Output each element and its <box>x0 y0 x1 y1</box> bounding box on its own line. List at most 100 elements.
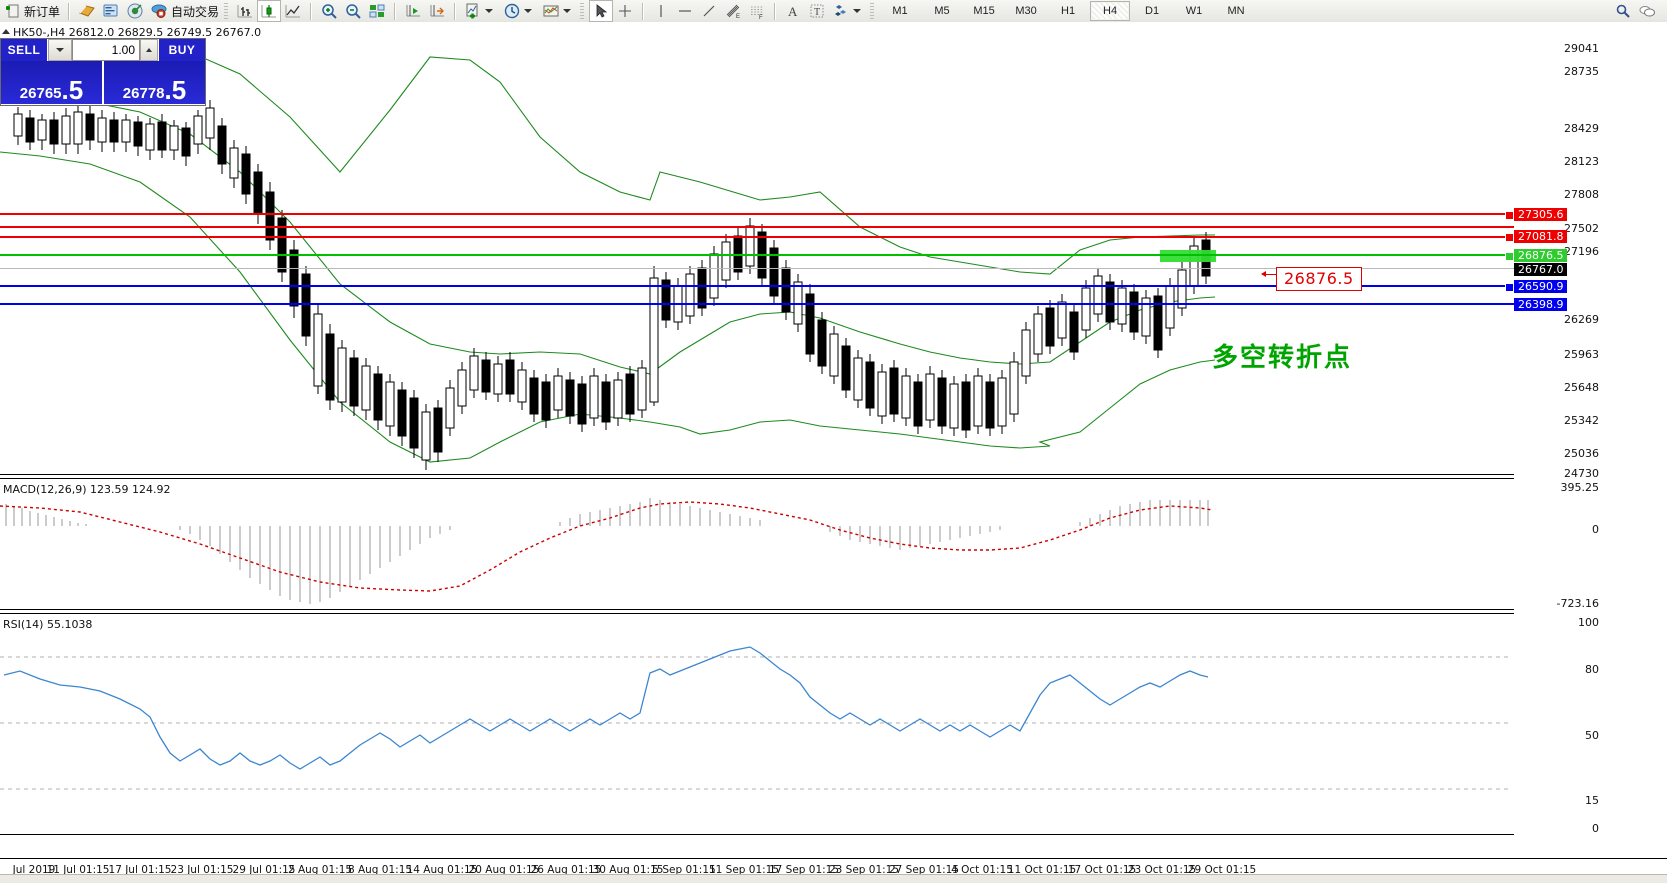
timeframe-w1[interactable]: W1 <box>1185 5 1203 17</box>
vertical-line-icon <box>652 2 670 20</box>
tile-windows-icon <box>368 2 386 20</box>
timeframe-m15[interactable]: M15 <box>973 5 995 17</box>
trendline-button[interactable] <box>697 1 721 21</box>
toolbar-separator-6 <box>774 2 777 20</box>
price-tag-resistance-1[interactable]: 27305.6 <box>1505 208 1567 221</box>
chat-button[interactable] <box>1635 1 1659 21</box>
price-tick-label: 27808 <box>1564 188 1599 201</box>
support-line-26590 <box>0 285 1514 287</box>
objects-dropdown-caret[interactable] <box>853 9 862 13</box>
text-label-icon: A <box>784 2 802 20</box>
objects-button[interactable] <box>829 1 868 21</box>
price-tag-knob[interactable] <box>1505 211 1514 220</box>
data-window-icon <box>102 2 120 20</box>
timeframe-m5[interactable]: M5 <box>934 5 950 17</box>
cursor-icon <box>592 2 610 20</box>
volume-control[interactable]: 1.00 <box>47 39 159 61</box>
cursor-button[interactable] <box>589 0 614 22</box>
price-tag-support-2[interactable]: 26398.9 <box>1514 298 1567 311</box>
fibonacci-button[interactable]: F <box>745 1 769 21</box>
zoom-out-button[interactable] <box>341 1 365 21</box>
timeframe-h1[interactable]: H1 <box>1061 5 1076 17</box>
rsi-tick-label: 100 <box>1578 616 1599 629</box>
status-bar <box>0 874 1667 883</box>
rsi-tick-label: 80 <box>1585 663 1599 676</box>
volume-dropdown-button[interactable] <box>48 39 72 61</box>
collapse-triangle-icon[interactable] <box>2 29 10 34</box>
price-tag-value: 26398.9 <box>1518 298 1564 311</box>
one-click-trading-panel[interactable]: SELL 1.00 BUY 26765.5 26778.5 <box>0 38 206 106</box>
timeframe-m1[interactable]: M1 <box>892 5 908 17</box>
data-window-button[interactable] <box>99 1 123 21</box>
bar-chart-button[interactable] <box>233 1 257 21</box>
price-tag-support-1[interactable]: 26590.9 <box>1505 280 1567 293</box>
auto-scroll-button[interactable] <box>425 1 449 21</box>
price-tag-pivot[interactable]: 26876.5 <box>1505 249 1567 262</box>
toolbar-separator-3 <box>394 2 397 20</box>
toolbar-grip-2[interactable] <box>580 2 585 20</box>
price-series-layer <box>0 39 1216 470</box>
toolbar-separator-4 <box>454 2 457 20</box>
indicators-dropdown-caret[interactable] <box>485 9 494 13</box>
new-order-button[interactable]: 新订单 <box>0 1 63 21</box>
timeframe-mn[interactable]: MN <box>1227 5 1245 17</box>
svg-text:T: T <box>814 7 820 18</box>
rsi-series-layer <box>0 646 1510 790</box>
zoom-in-button[interactable] <box>317 1 341 21</box>
chart-symbol-header: HK50-,H4 26812.0 26829.5 26749.5 26767.0 <box>2 26 261 39</box>
chart-shift-button[interactable] <box>401 1 425 21</box>
line-chart-button[interactable] <box>281 1 305 21</box>
buy-button[interactable]: BUY <box>159 39 205 61</box>
svg-text:F: F <box>759 15 763 20</box>
timeframe-m30[interactable]: M30 <box>1015 5 1037 17</box>
macd-tick-label: 0 <box>1592 523 1599 536</box>
signals-button[interactable] <box>123 1 147 21</box>
vertical-line-button[interactable] <box>649 1 673 21</box>
price-tag-knob[interactable] <box>1505 233 1514 242</box>
price-tick-label: 27502 <box>1564 222 1599 235</box>
candlestick-chart-icon <box>260 2 278 20</box>
toolbar-grip-3[interactable] <box>870 2 875 20</box>
volume-input[interactable]: 1.00 <box>72 39 140 61</box>
macd-series-layer <box>0 498 1213 604</box>
text-object-button[interactable]: T <box>805 1 829 21</box>
price-tick-label: 28123 <box>1564 155 1599 168</box>
volume-increment-button[interactable] <box>140 39 158 61</box>
price-tag-resistance-2[interactable]: 27081.8 <box>1505 230 1567 243</box>
timeframe-d1[interactable]: D1 <box>1145 5 1160 17</box>
price-tick-label: 29041 <box>1564 42 1599 55</box>
sell-button[interactable]: SELL <box>1 39 47 61</box>
strategy-tester-button[interactable]: 自动交易 <box>147 1 222 21</box>
chart-canvas[interactable]: HK50-,H4 26812.0 26829.5 26749.5 26767.0 <box>0 22 1667 883</box>
chart-shift-icon <box>404 2 422 20</box>
price-tag-knob[interactable] <box>1505 283 1514 292</box>
text-label-button[interactable]: A <box>781 1 805 21</box>
search-button[interactable] <box>1611 1 1635 21</box>
price-tick-label: 25342 <box>1564 414 1599 427</box>
candlestick-chart-button[interactable] <box>257 0 282 22</box>
macd-signal-line <box>0 501 1213 592</box>
price-tag-last-price: 26767.0 <box>1514 263 1567 276</box>
templates2-button[interactable] <box>539 1 578 21</box>
toolbar-grip[interactable] <box>224 2 229 20</box>
timeframe-h4[interactable]: H4 <box>1090 1 1131 21</box>
price-axis[interactable]: 29041 28735 28429 28123 27808 27502 2719… <box>1514 22 1667 860</box>
buy-price-display[interactable]: 26778.5 <box>104 61 205 104</box>
period-dropdown-caret[interactable] <box>524 9 533 13</box>
chevron-down-icon <box>56 48 64 52</box>
signals-icon <box>126 2 144 20</box>
crosshair-button[interactable] <box>613 1 637 21</box>
templates-icon <box>78 2 96 20</box>
templates-button[interactable] <box>75 1 99 21</box>
equidistant-channel-button[interactable]: E <box>721 1 745 21</box>
resistance-line-27305 <box>0 213 1514 215</box>
sell-price-display[interactable]: 26765.5 <box>1 61 102 104</box>
indicators-button[interactable] <box>461 1 500 21</box>
period-button[interactable] <box>500 1 539 21</box>
templates2-dropdown-caret[interactable] <box>563 9 572 13</box>
auto-scroll-icon <box>428 2 446 20</box>
horizontal-line-button[interactable] <box>673 1 697 21</box>
tile-windows-button[interactable] <box>365 1 389 21</box>
price-tag-knob[interactable] <box>1505 252 1514 261</box>
rsi-panel-top-border <box>0 613 1515 614</box>
